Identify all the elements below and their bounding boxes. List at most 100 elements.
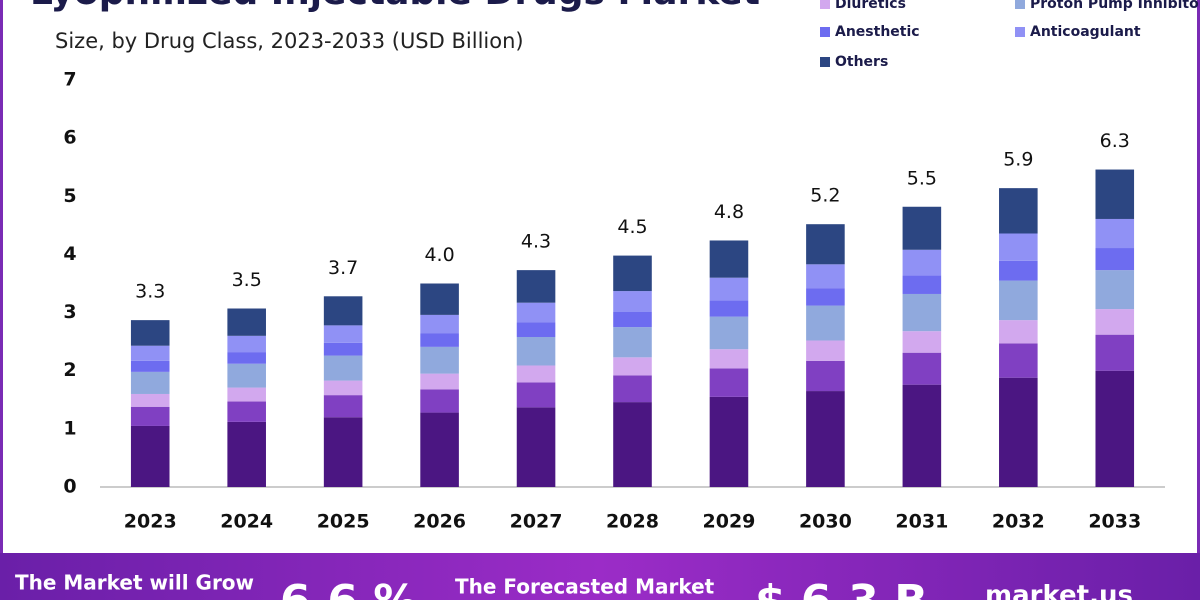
legend-label: Anesthetic	[835, 24, 920, 40]
bar-segment	[420, 333, 459, 347]
total-label: 3.5	[232, 269, 262, 291]
y-tick-label: 0	[63, 476, 76, 498]
bar-segment	[902, 352, 942, 385]
banner-value: 6.6 %	[280, 576, 417, 600]
bar-segment	[709, 396, 749, 487]
bar-segment	[227, 335, 266, 353]
bar-segment	[806, 360, 845, 392]
bar-segment	[613, 311, 652, 328]
legend-label: Proton Pump Inhibitor	[1030, 0, 1200, 12]
x-tick-label: 2025	[317, 511, 370, 533]
bar-segment	[709, 240, 749, 278]
bar-segment	[709, 277, 749, 301]
y-tick-label: 7	[63, 69, 76, 91]
y-tick-label: 4	[63, 243, 76, 265]
x-tick-label: 2032	[992, 511, 1045, 533]
bar-segment	[420, 389, 459, 413]
x-tick-label: 2027	[510, 511, 563, 533]
bar-segment	[902, 206, 942, 250]
x-tick-label: 2033	[1088, 511, 1141, 533]
bar-segment	[130, 320, 170, 346]
bar-segment	[420, 412, 459, 487]
bar-segment	[323, 355, 363, 381]
bar-segment	[902, 249, 942, 276]
y-tick-label: 1	[63, 417, 76, 439]
legend-swatch	[820, 0, 830, 9]
chart-subtitle: Size, by Drug Class, 2023-2033 (USD Bill…	[55, 29, 524, 53]
bar-segment	[806, 288, 845, 306]
bar-segment	[420, 346, 459, 374]
bar-segment	[227, 308, 266, 336]
bar-segment	[227, 387, 266, 402]
bar-segment	[516, 322, 556, 337]
bar-segment	[323, 417, 363, 487]
total-label: 5.5	[907, 167, 937, 189]
bar-segment	[999, 320, 1038, 344]
bar-segment	[806, 305, 845, 341]
bar-segment	[709, 368, 749, 397]
left-border	[0, 0, 3, 600]
banner	[0, 553, 1200, 600]
legend-swatch	[1015, 0, 1025, 9]
bar-segment	[1095, 309, 1135, 335]
bar-segment	[999, 260, 1038, 281]
bar-segment	[1095, 370, 1135, 487]
chart-title: Lyophilized Injectable Drugs Market	[30, 0, 760, 13]
bar-segment	[709, 349, 749, 369]
bar-segment	[130, 371, 170, 394]
banner-text: The Market will Grow	[15, 571, 254, 595]
bar-segment	[902, 331, 942, 353]
bar-segment	[130, 345, 170, 361]
x-tick-label: 2029	[703, 511, 756, 533]
bar-segment	[806, 264, 845, 289]
x-tick-label: 2028	[606, 511, 659, 533]
bar-segment	[1095, 334, 1135, 371]
bar-segment	[999, 233, 1038, 261]
x-tick-label: 2030	[799, 511, 852, 533]
total-label: 3.7	[328, 257, 358, 279]
bar-segment	[806, 224, 845, 265]
bar-segment	[1095, 270, 1135, 310]
y-tick-label: 3	[63, 301, 76, 323]
bar-segment	[227, 401, 266, 422]
total-label: 5.9	[1003, 149, 1033, 171]
total-label: 4.0	[424, 244, 454, 266]
bar-segment	[323, 325, 363, 343]
banner-text: The Forecasted Market	[455, 575, 715, 599]
legend-swatch	[1015, 27, 1025, 37]
total-label: 4.5	[617, 216, 647, 238]
x-tick-label: 2031	[895, 511, 948, 533]
bar-segment	[1095, 169, 1135, 219]
legend-swatch	[820, 57, 830, 67]
total-label: 6.3	[1100, 130, 1130, 152]
legend-label: Diuretics	[835, 0, 906, 12]
x-tick-label: 2026	[413, 511, 466, 533]
bar-segment	[130, 406, 170, 426]
bar-segment	[999, 377, 1038, 487]
bar-segment	[227, 352, 266, 364]
bar-segment	[902, 293, 942, 332]
legend-label: Anticoagulant	[1030, 24, 1141, 40]
total-label: 4.3	[521, 231, 551, 253]
bar-segment	[130, 425, 170, 487]
legend-swatch	[820, 27, 830, 37]
bar-segment	[516, 382, 556, 408]
right-border	[1197, 0, 1200, 600]
banner-value: $ 6.3 B	[755, 576, 928, 600]
y-tick-label: 2	[63, 359, 76, 381]
total-label: 4.8	[714, 201, 744, 223]
bar-segment	[613, 402, 652, 487]
bar-segment	[613, 327, 652, 358]
bar-segment	[806, 391, 845, 487]
bar-segment	[420, 373, 459, 390]
bar-segment	[516, 365, 556, 383]
bar-segment	[999, 188, 1038, 234]
bar-segment	[130, 393, 170, 407]
bar-segment	[516, 270, 556, 303]
bar-segment	[806, 340, 845, 361]
bar-segment	[227, 421, 266, 487]
bar-segment	[516, 302, 556, 323]
bar-segment	[613, 357, 652, 376]
bar-segment	[613, 375, 652, 403]
